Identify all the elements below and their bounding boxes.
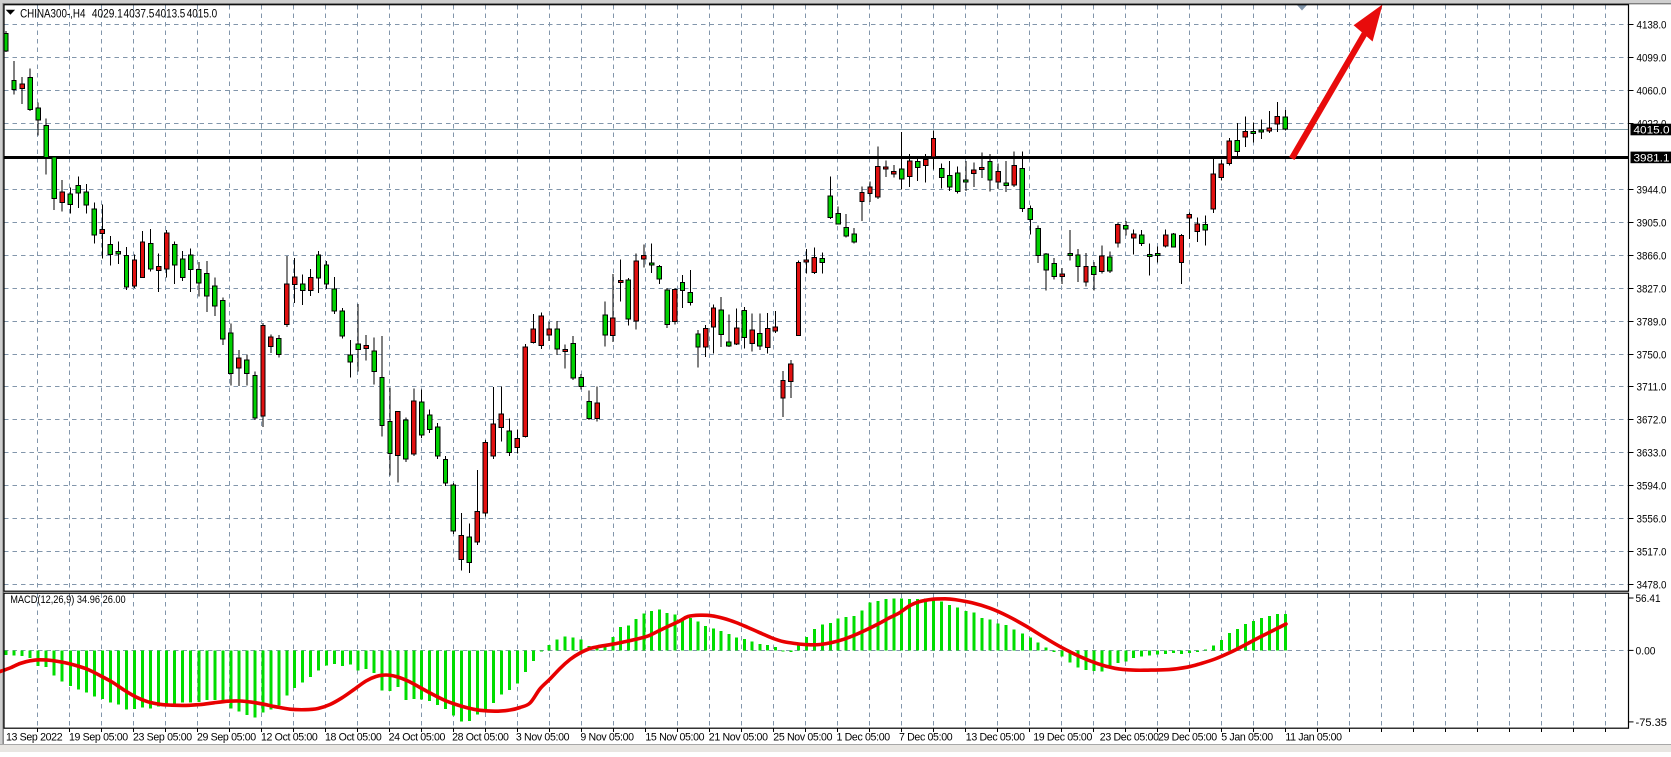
- svg-text:3981.1: 3981.1: [1634, 152, 1670, 164]
- svg-text:3 Nov 05:00: 3 Nov 05:00: [516, 732, 570, 744]
- svg-text:18 Oct 05:00: 18 Oct 05:00: [325, 732, 382, 744]
- svg-text:4037.5: 4037.5: [124, 7, 155, 21]
- svg-text:4060.0: 4060.0: [1637, 86, 1667, 98]
- svg-text:29 Sep 05:00: 29 Sep 05:00: [197, 732, 256, 744]
- svg-text:3478.0: 3478.0: [1637, 580, 1667, 592]
- svg-text:-75.35: -75.35: [1636, 717, 1668, 729]
- svg-text:4015.0: 4015.0: [1634, 125, 1670, 137]
- svg-text:4013.5: 4013.5: [155, 7, 185, 21]
- svg-text:3905.0: 3905.0: [1637, 218, 1667, 230]
- svg-text:15 Nov 05:00: 15 Nov 05:00: [645, 732, 704, 744]
- svg-text:13 Dec 05:00: 13 Dec 05:00: [966, 732, 1025, 744]
- svg-text:28 Oct 05:00: 28 Oct 05:00: [452, 732, 509, 744]
- svg-text:7 Dec 05:00: 7 Dec 05:00: [899, 732, 953, 744]
- svg-text:3517.0: 3517.0: [1637, 547, 1667, 559]
- svg-text:9 Nov 05:00: 9 Nov 05:00: [580, 732, 634, 744]
- svg-text:4029.1: 4029.1: [92, 7, 123, 21]
- svg-text:25 Nov 05:00: 25 Nov 05:00: [773, 732, 832, 744]
- svg-text:3944.0: 3944.0: [1637, 185, 1667, 197]
- svg-text:56.41: 56.41: [1636, 593, 1661, 605]
- svg-text:4015.0: 4015.0: [187, 7, 218, 21]
- svg-text:3672.0: 3672.0: [1637, 415, 1667, 427]
- svg-text:19 Dec 05:00: 19 Dec 05:00: [1033, 732, 1092, 744]
- svg-text:12 Oct 05:00: 12 Oct 05:00: [261, 732, 318, 744]
- svg-text:11 Jan 05:00: 11 Jan 05:00: [1285, 732, 1342, 744]
- svg-text:MACD(12,26,9) 34.96 26.00: MACD(12,26,9) 34.96 26.00: [10, 594, 126, 606]
- svg-text:3789.0: 3789.0: [1637, 317, 1667, 329]
- svg-text:CHINA300-,H4: CHINA300-,H4: [20, 7, 86, 21]
- svg-text:4099.0: 4099.0: [1637, 53, 1667, 65]
- svg-text:3827.0: 3827.0: [1637, 284, 1667, 296]
- svg-text:1 Dec 05:00: 1 Dec 05:00: [837, 732, 891, 744]
- svg-text:23 Dec 05:00: 23 Dec 05:00: [1100, 732, 1159, 744]
- svg-text:29 Dec 05:00: 29 Dec 05:00: [1158, 732, 1217, 744]
- svg-text:3633.0: 3633.0: [1637, 448, 1667, 460]
- svg-text:23 Sep 05:00: 23 Sep 05:00: [133, 732, 192, 744]
- svg-text:3556.0: 3556.0: [1637, 514, 1667, 526]
- svg-text:13 Sep 2022: 13 Sep 2022: [6, 732, 63, 744]
- svg-text:19 Sep 05:00: 19 Sep 05:00: [69, 732, 128, 744]
- svg-text:21 Nov 05:00: 21 Nov 05:00: [709, 732, 768, 744]
- svg-text:3750.0: 3750.0: [1637, 350, 1667, 362]
- svg-text:0.00: 0.00: [1636, 645, 1656, 657]
- svg-text:3711.0: 3711.0: [1637, 382, 1667, 394]
- svg-text:3594.0: 3594.0: [1637, 481, 1667, 493]
- svg-text:5 Jan 05:00: 5 Jan 05:00: [1221, 732, 1273, 744]
- svg-text:24 Oct 05:00: 24 Oct 05:00: [389, 732, 446, 744]
- svg-text:3866.0: 3866.0: [1637, 251, 1667, 263]
- svg-text:4138.0: 4138.0: [1637, 20, 1667, 32]
